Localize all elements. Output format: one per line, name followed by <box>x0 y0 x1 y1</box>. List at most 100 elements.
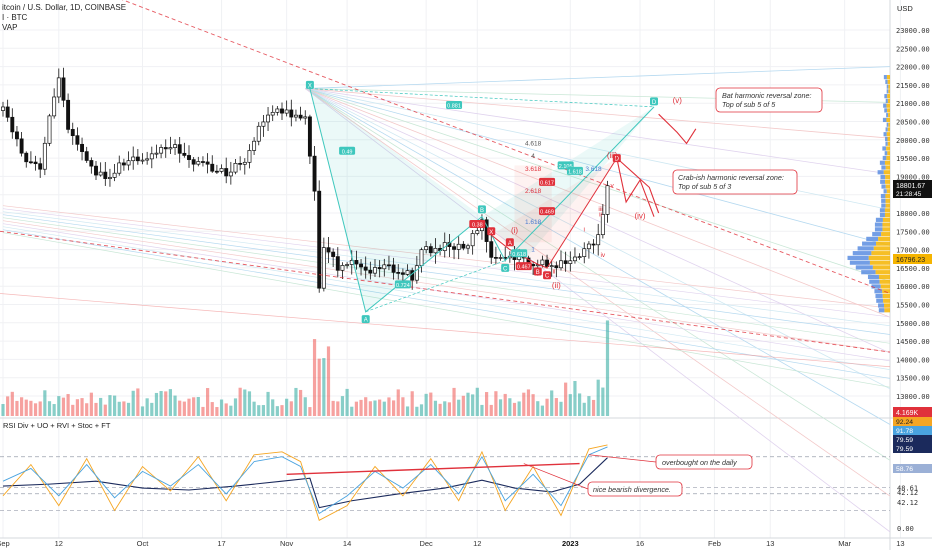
volume-bar <box>433 400 438 416</box>
vp-bar-yellow <box>887 94 890 99</box>
volume-bar <box>43 390 47 416</box>
vp-bar-yellow <box>880 284 890 289</box>
candle-body <box>340 265 345 271</box>
vp-bar-blue <box>883 189 887 194</box>
volume-bar <box>387 397 391 416</box>
divergence-text: nice bearish divergence. <box>593 485 671 494</box>
candle-body <box>238 163 243 165</box>
vp-bar-yellow <box>882 293 890 299</box>
vp-bar-yellow <box>887 79 890 84</box>
price-tick: 15000.00 <box>896 320 930 328</box>
candle-body <box>256 125 261 142</box>
vp-bar-yellow <box>882 222 890 227</box>
candle-body <box>182 152 187 156</box>
volume-bar <box>29 400 33 416</box>
volume-bar <box>154 392 159 416</box>
current-price-tag: 18801.67 21:28:45 <box>893 180 932 198</box>
candle-body <box>387 264 391 267</box>
harmonic-point-box <box>533 267 542 276</box>
vp-bar-yellow <box>868 255 890 261</box>
volume-bar <box>108 395 112 416</box>
vp-bar-yellow <box>888 122 890 127</box>
vp-bar-blue <box>885 98 888 104</box>
volume-bar <box>52 404 56 416</box>
volume-bar <box>368 401 372 416</box>
candle-body <box>140 159 145 162</box>
time-tick: 12 <box>55 539 63 548</box>
candle-body <box>331 251 336 257</box>
volume-bar <box>578 393 582 416</box>
volume-bar <box>401 397 405 416</box>
bat-zone-callout[interactable]: Bat harmonic reversal zone: Top of sub 5… <box>715 87 823 113</box>
lower-trend-line <box>0 230 891 353</box>
fib-level-label: 3.618 <box>525 166 542 173</box>
overbought-callout[interactable]: overbought on the daily <box>655 454 753 470</box>
candle-body <box>391 264 396 273</box>
volume-bar <box>392 400 396 416</box>
volume-bar <box>605 320 610 416</box>
candle-body <box>498 257 503 259</box>
vp-bar-yellow <box>886 155 890 161</box>
volume-bar <box>494 391 498 416</box>
vp-bar-yellow <box>873 246 890 251</box>
fan-line <box>305 88 891 354</box>
candle-body <box>242 161 247 165</box>
vp-bar-blue <box>852 251 872 256</box>
volume-bar <box>322 358 326 416</box>
wave-label: i <box>584 226 585 233</box>
crab-zone-line-1: Crab-ish harmonic reversal zone: <box>678 173 784 182</box>
volume-bar <box>508 398 512 416</box>
vp-bar-yellow <box>879 279 890 284</box>
divergence-callout[interactable]: nice bearish divergence. <box>587 481 683 497</box>
volume-bar <box>24 399 28 416</box>
vp-bar-blue <box>884 94 888 99</box>
osc-tick: 0.00 <box>897 525 914 533</box>
volume-bar <box>229 405 233 416</box>
osc-tags: 92.24 91.78 79.59 79.59 58.76 <box>893 417 932 473</box>
candle-body <box>233 163 238 173</box>
price-tick: 21000.00 <box>896 100 930 108</box>
vp-bar-yellow <box>882 227 890 232</box>
vp-bar-blue <box>883 103 887 108</box>
vp-bar-yellow <box>885 193 890 199</box>
candle-body <box>80 143 84 152</box>
osc-tick: 48.61 <box>897 484 918 492</box>
candle-body <box>94 165 98 176</box>
volume-bar <box>340 396 345 416</box>
ratio-label: 0.467 <box>517 265 531 271</box>
volume-bar <box>140 406 145 416</box>
candle-body <box>377 267 382 270</box>
price-tick: 14500.00 <box>896 338 930 346</box>
candle-body <box>205 161 210 165</box>
time-tick: Sep <box>0 539 10 548</box>
divergence-pointer <box>523 463 589 490</box>
ratio-tag <box>469 219 486 228</box>
volume-bar <box>113 395 117 416</box>
volume-bar <box>280 405 284 416</box>
time-tick: Feb <box>708 539 721 548</box>
volume-bar <box>38 401 42 416</box>
vp-bar-blue <box>874 227 883 232</box>
crab-zone-callout[interactable]: Crab-ish harmonic reversal zone: Top of … <box>672 169 798 195</box>
volume-bar <box>85 403 89 416</box>
volume-bar <box>173 395 177 416</box>
volume-bar <box>498 399 503 416</box>
vp-bar-blue <box>874 289 883 294</box>
fan-line-lower <box>2 208 891 318</box>
candle-body <box>201 161 205 163</box>
vp-bar-blue <box>886 89 889 94</box>
vp-bar-blue <box>883 132 887 137</box>
volume-bar <box>452 387 456 416</box>
ratio-label: 0.724 <box>396 283 410 289</box>
fib-level-label: 2.618 <box>525 188 542 195</box>
fan-line-lower <box>2 229 891 379</box>
indicator-line-2: I · BTC <box>2 13 28 22</box>
candle-body <box>145 158 150 161</box>
time-tick: Mar <box>838 539 851 548</box>
overbought-pointer <box>588 454 657 463</box>
candle-body <box>600 214 605 236</box>
vp-bar-blue <box>880 193 886 199</box>
candle-body <box>359 263 364 268</box>
ratio-tag <box>566 166 583 175</box>
